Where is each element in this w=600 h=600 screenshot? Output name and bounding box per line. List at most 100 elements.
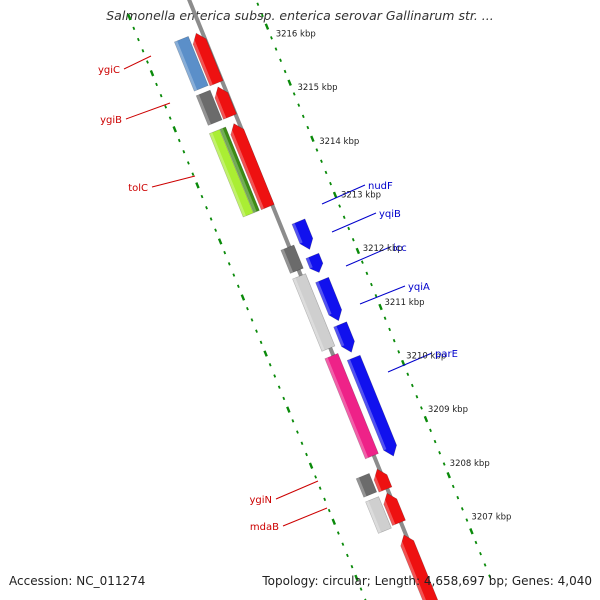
- red-tolC-partner[interactable]: [230, 123, 275, 211]
- tick-mark: [301, 114, 305, 119]
- mdaB-feature[interactable]: [365, 496, 392, 534]
- ygiC-feature[interactable]: [174, 36, 209, 92]
- gene-label-parE[interactable]: parE: [435, 349, 458, 360]
- nudF-feature[interactable]: [291, 218, 314, 250]
- yqiB-feature[interactable]: [280, 244, 304, 274]
- gene-label-mdaB[interactable]: mdaB: [250, 522, 279, 533]
- tick-mark: [168, 116, 172, 120]
- tick-mark: [256, 2, 260, 6]
- tick-mark: [318, 486, 322, 490]
- tick-mark: [274, 47, 278, 51]
- tick-mark: [410, 383, 414, 388]
- tick-mark: [282, 396, 286, 401]
- ygiN-feature-highlight: [356, 477, 367, 498]
- tick-label: 3212 kbp: [363, 244, 403, 254]
- tolC-stripe-highlight: [220, 128, 257, 213]
- tick-mark: [214, 228, 218, 232]
- tick-mark: [460, 507, 464, 511]
- red-ygiN-partner[interactable]: [373, 468, 393, 493]
- leader-line: [321, 184, 366, 205]
- tick-mark: [378, 303, 383, 311]
- tick-mark: [236, 284, 240, 289]
- tick-mark: [383, 316, 387, 320]
- tick-mark: [392, 338, 396, 343]
- gene-label-nudF[interactable]: nudF: [368, 181, 393, 192]
- red-lower-feature[interactable]: [400, 534, 439, 600]
- gene-label-ygiN[interactable]: ygiN: [249, 495, 272, 506]
- tick-label: 3208 kbp: [450, 459, 490, 469]
- leader-line: [345, 246, 391, 267]
- accession-text: Accession: NC_011274: [9, 574, 146, 588]
- gene-label-ygiC[interactable]: ygiC: [98, 65, 120, 76]
- tick-mark: [310, 135, 315, 143]
- tick-mark: [351, 237, 355, 242]
- tick-mark: [308, 462, 314, 469]
- tick-mark: [240, 294, 246, 301]
- tick-mark: [474, 540, 478, 545]
- tick-mark: [359, 587, 363, 591]
- tick-mark: [200, 194, 204, 199]
- red-upper-feature[interactable]: [192, 32, 224, 87]
- gene-label-yqiB[interactable]: yqiB: [379, 209, 401, 220]
- tolC-feature[interactable]: [209, 129, 254, 218]
- icc-feature[interactable]: [292, 273, 336, 352]
- tick-label: 3213 kbp: [341, 190, 381, 200]
- tick-mark: [259, 340, 263, 345]
- tick-mark: [177, 138, 181, 143]
- gene-label-ygiB[interactable]: ygiB: [100, 115, 122, 126]
- parE-feature[interactable]: [324, 353, 379, 460]
- tick-mark: [446, 471, 451, 479]
- tick-mark: [186, 161, 190, 165]
- tick-mark: [291, 419, 295, 423]
- tick-mark: [149, 69, 155, 77]
- tick-mark: [479, 551, 482, 556]
- tick-mark: [141, 49, 145, 53]
- gene-label-yqiA[interactable]: yqiA: [408, 282, 430, 293]
- tick-mark: [483, 563, 487, 567]
- tick-mark: [314, 475, 318, 479]
- red-lower-feature-highlight: [397, 536, 426, 600]
- leader-line: [125, 102, 171, 120]
- tick-mark: [286, 406, 291, 413]
- tick-mark: [195, 182, 200, 189]
- tick-mark: [273, 374, 277, 378]
- tick-mark: [331, 518, 337, 526]
- tick-mark: [191, 172, 195, 176]
- tolC-stripe[interactable]: [219, 126, 260, 214]
- tick-mark: [341, 542, 345, 546]
- tick-mark: [297, 103, 301, 107]
- label-leaders-layer: [123, 55, 433, 527]
- tick-mark: [342, 215, 346, 220]
- ygiN-feature[interactable]: [355, 473, 378, 498]
- yqiB-feature-highlight: [280, 249, 294, 274]
- red-mdaB-partner[interactable]: [383, 492, 406, 526]
- tick-mark: [415, 394, 419, 399]
- parE-feature-highlight: [324, 357, 369, 459]
- tick-mark: [332, 191, 338, 199]
- blue-feature-3[interactable]: [315, 276, 343, 322]
- tick-mark: [136, 37, 140, 42]
- tick-mark: [227, 262, 231, 266]
- yqiA-feature[interactable]: [333, 321, 355, 353]
- tick-mark: [429, 428, 432, 433]
- tick-mark: [279, 58, 282, 63]
- tick-mark: [315, 148, 319, 152]
- gene-label-tolC[interactable]: tolC: [128, 183, 148, 194]
- tick-mark: [232, 273, 236, 277]
- tick-mark: [260, 13, 264, 18]
- tick-mark: [270, 36, 273, 40]
- ygiB-feature[interactable]: [195, 89, 223, 126]
- ygiC-feature-highlight: [174, 40, 198, 92]
- tick-mark: [283, 69, 287, 74]
- tick-mark: [300, 441, 304, 446]
- tick-mark: [164, 105, 168, 109]
- gene-label-icc[interactable]: icc: [393, 243, 407, 254]
- red-ygiB-partner[interactable]: [214, 86, 237, 120]
- tick-mark: [336, 531, 340, 535]
- blue-feature-2[interactable]: [305, 252, 324, 273]
- blue-feature-5[interactable]: [346, 354, 397, 457]
- tick-mark: [456, 495, 460, 500]
- tick-mark: [323, 497, 327, 502]
